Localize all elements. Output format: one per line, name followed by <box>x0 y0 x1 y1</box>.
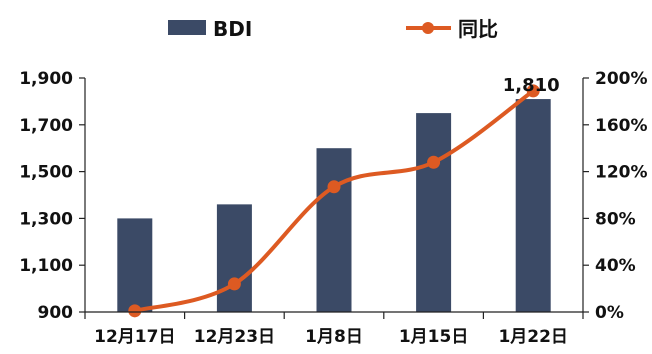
left-tick-label: 1,100 <box>19 256 73 276</box>
yoy-point <box>327 180 341 194</box>
data-label: 1,810 <box>503 75 560 96</box>
legend: BDI 同比 <box>168 17 498 41</box>
yoy-point <box>526 84 540 98</box>
bar <box>316 148 352 312</box>
x-tick-label: 1月15日 <box>399 327 469 347</box>
legend-label-bdi: BDI <box>213 17 252 41</box>
right-tick-label: 200% <box>595 69 648 89</box>
right-tick-label: 120% <box>595 163 648 183</box>
x-axis: 12月17日 12月23日 1月8日 1月15日 1月22日 <box>84 311 584 347</box>
x-tick-label: 1月8日 <box>305 327 363 347</box>
x-tick-label: 12月23日 <box>194 327 275 347</box>
right-tick-label: 80% <box>595 209 636 229</box>
legend-marker-yoy <box>422 22 434 34</box>
right-axis: 0% 40% 80% 120% 160% 200% <box>582 69 648 323</box>
legend-swatch-bdi <box>168 20 206 35</box>
bar-series <box>117 99 551 312</box>
data-labels: 1,810 <box>503 75 560 96</box>
left-tick-label: 1,700 <box>19 116 73 136</box>
right-tick-label: 160% <box>595 116 648 136</box>
x-tick-label: 12月17日 <box>94 327 175 347</box>
bar <box>515 99 551 312</box>
left-tick-label: 900 <box>38 303 74 323</box>
bar <box>216 204 252 312</box>
left-tick-label: 1,900 <box>19 69 73 89</box>
yoy-point <box>128 304 142 318</box>
bar <box>117 218 153 312</box>
right-tick-label: 0% <box>595 303 624 323</box>
yoy-point <box>227 277 241 291</box>
left-tick-label: 1,500 <box>19 163 73 183</box>
x-tick-label: 1月22日 <box>498 327 568 347</box>
yoy-point <box>427 155 441 169</box>
left-axis: 900 1,100 1,300 1,500 1,700 1,900 <box>19 69 86 323</box>
legend-label-yoy: 同比 <box>458 17 498 41</box>
left-tick-label: 1,300 <box>19 209 73 229</box>
right-tick-label: 40% <box>595 256 636 276</box>
bar <box>416 113 452 312</box>
line-series <box>128 84 540 318</box>
